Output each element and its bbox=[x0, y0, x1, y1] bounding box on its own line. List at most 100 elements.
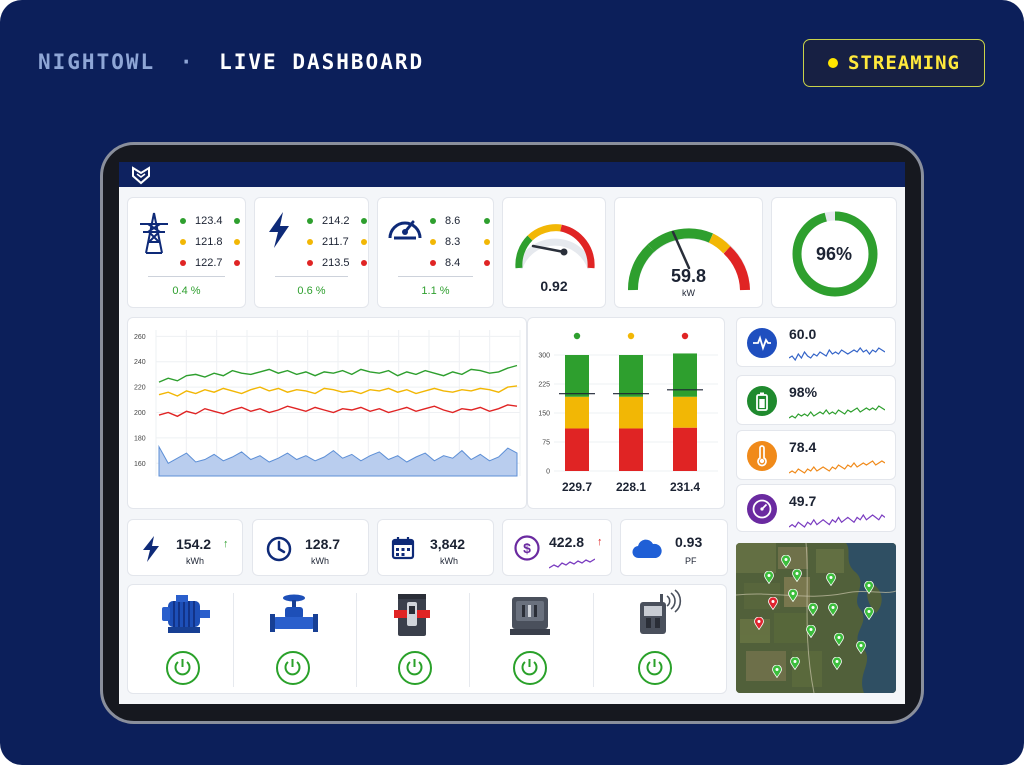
map-pin-icon[interactable] bbox=[864, 581, 874, 594]
map-pin-icon[interactable] bbox=[790, 657, 800, 670]
map-pin-icon[interactable] bbox=[788, 589, 798, 602]
voltage-bolt-card[interactable]: 214.2 211.7 213.5 0.6 % bbox=[254, 197, 369, 308]
voltage-tower-card[interactable]: 123.4 121.8 122.7 0.4 % bbox=[127, 197, 246, 308]
bar-segment bbox=[565, 428, 589, 471]
lightning-bolt-icon bbox=[269, 212, 289, 248]
power-icon bbox=[406, 659, 423, 676]
valve-icon bbox=[270, 594, 318, 632]
streaming-badge: STREAMING bbox=[803, 39, 985, 87]
power-factor-gauge-card[interactable]: 0.92 bbox=[502, 197, 606, 308]
device-divider bbox=[356, 593, 357, 687]
map-pin-icon[interactable] bbox=[826, 573, 836, 586]
phase-bar-chart-card[interactable]: 300 225 150 75 0 229.7 228.1 231.4 bbox=[527, 317, 725, 509]
smart-meter-icon bbox=[640, 589, 682, 634]
phase-values: 123.4 121.8 122.7 bbox=[180, 210, 240, 273]
phase-a-value: 214.2 bbox=[322, 214, 350, 227]
voltage-trend-chart-card[interactable]: 260 240 220 200 180 160 bbox=[127, 317, 527, 509]
bar-segment bbox=[619, 428, 643, 471]
side-metric-value: 78.4 bbox=[789, 439, 817, 455]
current-gauge-card[interactable]: 8.6 8.3 8.4 1.1 % bbox=[377, 197, 494, 308]
switchgear-icon bbox=[510, 597, 550, 635]
dashboard-screen: 123.4 121.8 122.7 0.4 % 214.2 211.7 213.… bbox=[119, 162, 905, 704]
side-metric-card[interactable]: 78.4 bbox=[736, 430, 896, 480]
side-metric-card[interactable]: 49.7 bbox=[736, 484, 896, 532]
monthly-stat-card[interactable]: 3,842 kWh bbox=[377, 519, 494, 576]
map-pin-icon[interactable] bbox=[834, 633, 844, 646]
efficiency-ring-card[interactable]: 96% bbox=[771, 197, 897, 308]
gauge-needle bbox=[531, 244, 568, 256]
map-pin-icon[interactable] bbox=[772, 665, 782, 678]
y-tick-label: 225 bbox=[538, 382, 550, 389]
monthly-value: 3,842 bbox=[430, 536, 466, 552]
map-pin-icon[interactable] bbox=[832, 657, 842, 670]
calendar-icon bbox=[391, 537, 415, 560]
pf-unit: PF bbox=[685, 556, 697, 566]
streaming-label: STREAMING bbox=[848, 52, 960, 74]
bar-category-label: 229.7 bbox=[562, 480, 592, 494]
cost-stat-card[interactable]: $ 422.8 ↑ bbox=[502, 519, 612, 576]
smart-meter-power-button[interactable] bbox=[638, 651, 672, 685]
map-pin-icon[interactable] bbox=[806, 625, 816, 638]
site-map[interactable] bbox=[736, 543, 896, 693]
map-pin-icon[interactable] bbox=[856, 641, 866, 654]
valve-power-button[interactable] bbox=[276, 651, 310, 685]
bar-segment bbox=[619, 396, 643, 429]
phase-c-value: 8.4 bbox=[445, 256, 461, 269]
bar-segment bbox=[673, 427, 697, 471]
breaker-power-button[interactable] bbox=[398, 651, 432, 685]
efficiency-value: 96% bbox=[815, 244, 853, 264]
gauge-icon bbox=[747, 494, 777, 524]
motor-power-button[interactable] bbox=[166, 651, 200, 685]
side-metric-value: 98% bbox=[789, 384, 818, 400]
phase-bar-chart: 300 225 150 75 0 229.7 228.1 231.4 bbox=[538, 332, 718, 494]
battery-icon bbox=[747, 386, 777, 416]
map-pin-icon[interactable] bbox=[768, 597, 778, 610]
map-pin-icon[interactable] bbox=[754, 617, 764, 630]
series-line-3 bbox=[158, 404, 518, 418]
brand-title: LIVE DASHBOARD bbox=[219, 50, 425, 74]
phase-a-value: 8.6 bbox=[445, 214, 461, 227]
series-line-2 bbox=[158, 385, 518, 397]
breaker-switch-icon bbox=[394, 594, 430, 636]
imbalance-percent: 1.1 % bbox=[421, 285, 450, 297]
y-tick-label: 180 bbox=[134, 435, 146, 442]
runtime-unit: kWh bbox=[311, 556, 329, 566]
pf-value: 0.93 bbox=[675, 534, 703, 550]
map-pin-icon[interactable] bbox=[808, 603, 818, 616]
energy-trend-icon: ↑ bbox=[223, 538, 229, 550]
map-pin-icon[interactable] bbox=[828, 603, 838, 616]
imbalance-percent: 0.4 % bbox=[172, 285, 201, 297]
phase-values: 214.2 211.7 213.5 bbox=[307, 210, 367, 273]
phase-values: 8.6 8.3 8.4 bbox=[430, 210, 490, 273]
bar-segment bbox=[565, 355, 589, 397]
status-dot-icon bbox=[828, 58, 839, 68]
bar-segment bbox=[619, 355, 643, 397]
power-factor-value: 0.92 bbox=[540, 278, 568, 294]
y-tick-label: 220 bbox=[134, 385, 146, 392]
map-pin-icon[interactable] bbox=[864, 607, 874, 620]
switchgear-power-button[interactable] bbox=[513, 651, 547, 685]
map-pin-icon[interactable] bbox=[792, 569, 802, 582]
side-metric-sparkline bbox=[789, 405, 885, 419]
side-metric-card[interactable]: 60.0 bbox=[736, 317, 896, 367]
side-metric-card[interactable]: 98% bbox=[736, 375, 896, 425]
runtime-stat-card[interactable]: 128.7 kWh bbox=[252, 519, 369, 576]
side-metric-sparkline bbox=[789, 513, 885, 528]
phase-a-value: 123.4 bbox=[195, 214, 223, 227]
clock-icon bbox=[266, 536, 292, 562]
map-pin-icon[interactable] bbox=[764, 571, 774, 584]
phase-marker-dot bbox=[573, 332, 581, 340]
card-divider bbox=[398, 276, 473, 277]
owl-logo-icon[interactable] bbox=[131, 165, 151, 185]
bar-category-label: 231.4 bbox=[670, 480, 700, 494]
energy-stat-card[interactable]: 154.2 ↑ kWh bbox=[127, 519, 243, 576]
map-pin-icon[interactable] bbox=[781, 555, 791, 568]
imbalance-percent: 0.6 % bbox=[297, 285, 326, 297]
series-line-1 bbox=[158, 364, 518, 383]
power-factor-gauge bbox=[515, 224, 595, 270]
voltage-trend-chart: 260 240 220 200 180 160 bbox=[134, 330, 521, 477]
brand-header: NIGHTOWL · LIVE DASHBOARD bbox=[38, 50, 424, 74]
power-factor-stat-card[interactable]: 0.93 PF bbox=[620, 519, 728, 576]
y-tick-label: 260 bbox=[134, 334, 146, 341]
active-power-gauge-card[interactable]: 59.8 kW bbox=[614, 197, 763, 308]
